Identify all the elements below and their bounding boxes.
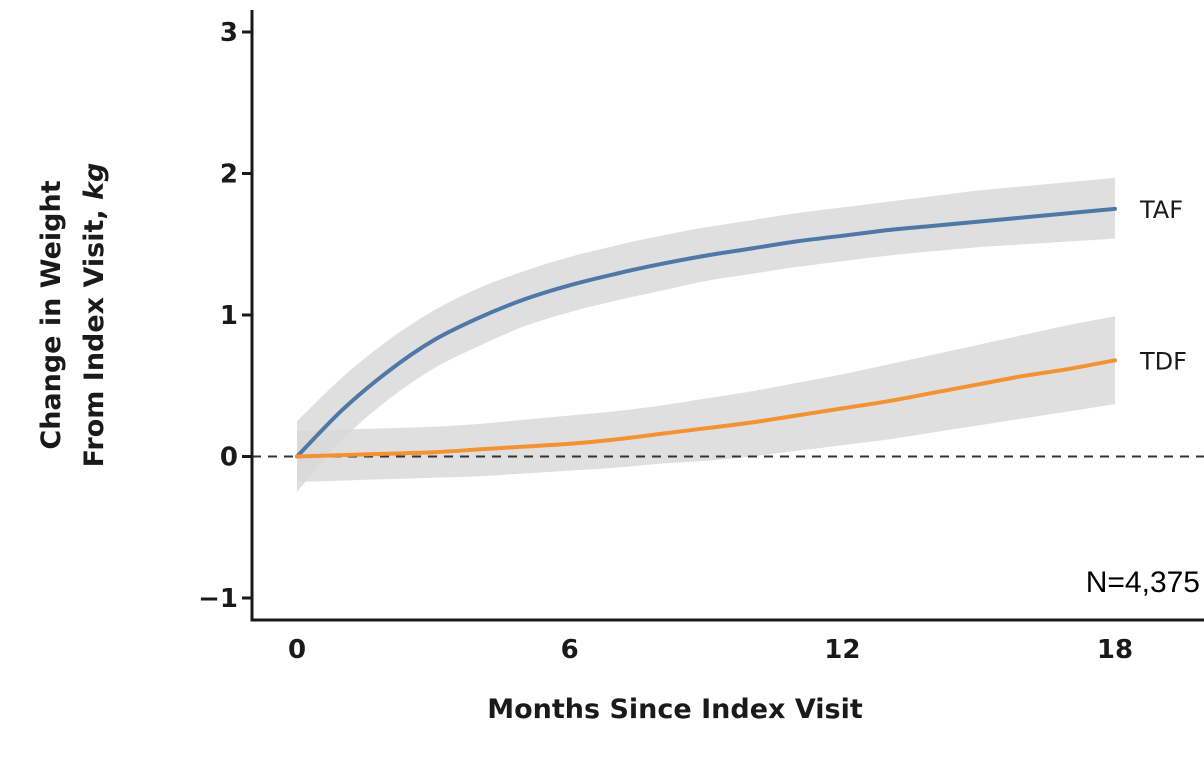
x-tick-label: 12	[824, 635, 860, 665]
y-axis-title-unit: kg	[79, 163, 110, 200]
series-label-tdf: TDF	[1139, 347, 1187, 375]
series-line-taf	[295, 206, 1117, 459]
x-tick-label: 6	[561, 635, 579, 665]
series-line-tdf	[295, 358, 1117, 459]
x-tick-label: 18	[1097, 635, 1133, 665]
sample-size-annotation: N=4,375	[1086, 566, 1200, 599]
y-axis-title-line2: From Index Visit, kg	[79, 163, 110, 468]
x-axis-title: Months Since Index Visit	[487, 694, 863, 725]
ci-band-tdf	[297, 316, 1115, 482]
ci-band-taf	[297, 177, 1115, 492]
confidence-bands	[297, 177, 1115, 492]
axes	[242, 10, 1204, 622]
series-label-taf: TAF	[1139, 196, 1183, 224]
y-tick-label: 2	[220, 160, 238, 190]
y-tick-label: 3	[220, 18, 238, 48]
series-labels: TAF TDF	[1139, 196, 1187, 375]
y-axis-title-line1: Change in Weight	[36, 180, 67, 449]
y-tick-label: −1	[198, 584, 238, 614]
x-tick-label: 0	[288, 635, 306, 665]
y-axis-title-prefix: From Index Visit,	[79, 200, 110, 467]
series-lines	[295, 206, 1117, 459]
y-tick-label: 1	[220, 301, 238, 331]
y-tick-label: 0	[220, 443, 238, 473]
